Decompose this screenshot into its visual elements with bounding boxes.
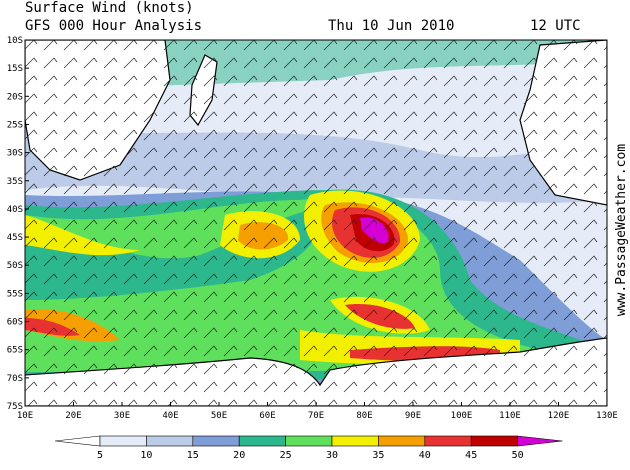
time: 12 UTC: [530, 18, 581, 34]
date: Thu 10 Jun 2010: [328, 18, 454, 34]
colorbar-label: 30: [326, 450, 338, 461]
colorbar-box: [378, 435, 426, 447]
colorbar-label: 10: [140, 450, 152, 461]
lon-label: 20E: [65, 411, 81, 421]
subtitle: GFS 000 Hour Analysis: [25, 18, 202, 34]
lon-label: 80E: [356, 411, 372, 421]
lat-label: 60S: [7, 318, 23, 328]
colorbar-label: 25: [280, 450, 292, 461]
colorbar-box: [424, 435, 472, 447]
lon-label: 40E: [162, 411, 178, 421]
lon-label: 10E: [17, 411, 33, 421]
colorbar-label: 45: [465, 450, 477, 461]
lon-label: 110E: [499, 411, 521, 421]
colorbar-box: [285, 435, 333, 447]
lon-label: 120E: [548, 411, 570, 421]
lat-label: 10S: [7, 36, 23, 46]
colorbar-label: 20: [233, 450, 245, 461]
wind-field: [25, 40, 607, 406]
colorbar-label: 35: [372, 450, 384, 461]
lat-label: 40S: [7, 205, 23, 215]
colorbar-box: [331, 435, 379, 447]
lat-label: 30S: [7, 149, 23, 159]
title: Surface Wind (knots): [25, 0, 194, 16]
colorbar-label: 5: [97, 450, 103, 461]
lat-label: 45S: [7, 233, 23, 243]
colorbar-box: [238, 435, 286, 447]
lat-label: 20S: [7, 92, 23, 102]
lon-label: 30E: [114, 411, 130, 421]
lat-label: 15S: [7, 64, 23, 74]
lat-label: 75S: [7, 402, 23, 412]
axes: 10S 15S 20S 25S 30S 35S 40S 45S 50S 55S 60S 65S 70S 7…: [7, 36, 618, 421]
lat-label: 25S: [7, 120, 23, 130]
lat-label: 65S: [7, 346, 23, 356]
colorbar-box: [192, 435, 240, 447]
lat-label: 50S: [7, 261, 23, 271]
colorbar-box: [146, 435, 194, 447]
colorbar-high: [517, 435, 563, 447]
colorbar: 5 10 15 20 25 30 35 40 45 50: [54, 435, 563, 461]
lon-label: 60E: [259, 411, 275, 421]
colorbar-label: 50: [512, 450, 524, 461]
lat-label: 55S: [7, 289, 23, 299]
colorbar-box: [470, 435, 518, 447]
colorbar-label: 15: [187, 450, 199, 461]
lon-label: 50E: [211, 411, 227, 421]
colorbar-low: [54, 435, 101, 447]
colorbar-label: 40: [419, 450, 431, 461]
lon-label: 100E: [451, 411, 473, 421]
lon-label: 70E: [308, 411, 324, 421]
colorbar-box: [99, 435, 147, 447]
lon-label: 130E: [596, 411, 618, 421]
lat-label: 70S: [7, 374, 23, 384]
watermark: www.PassageWeather.com: [614, 144, 629, 316]
lon-label: 90E: [405, 411, 421, 421]
lat-label: 35S: [7, 177, 23, 187]
